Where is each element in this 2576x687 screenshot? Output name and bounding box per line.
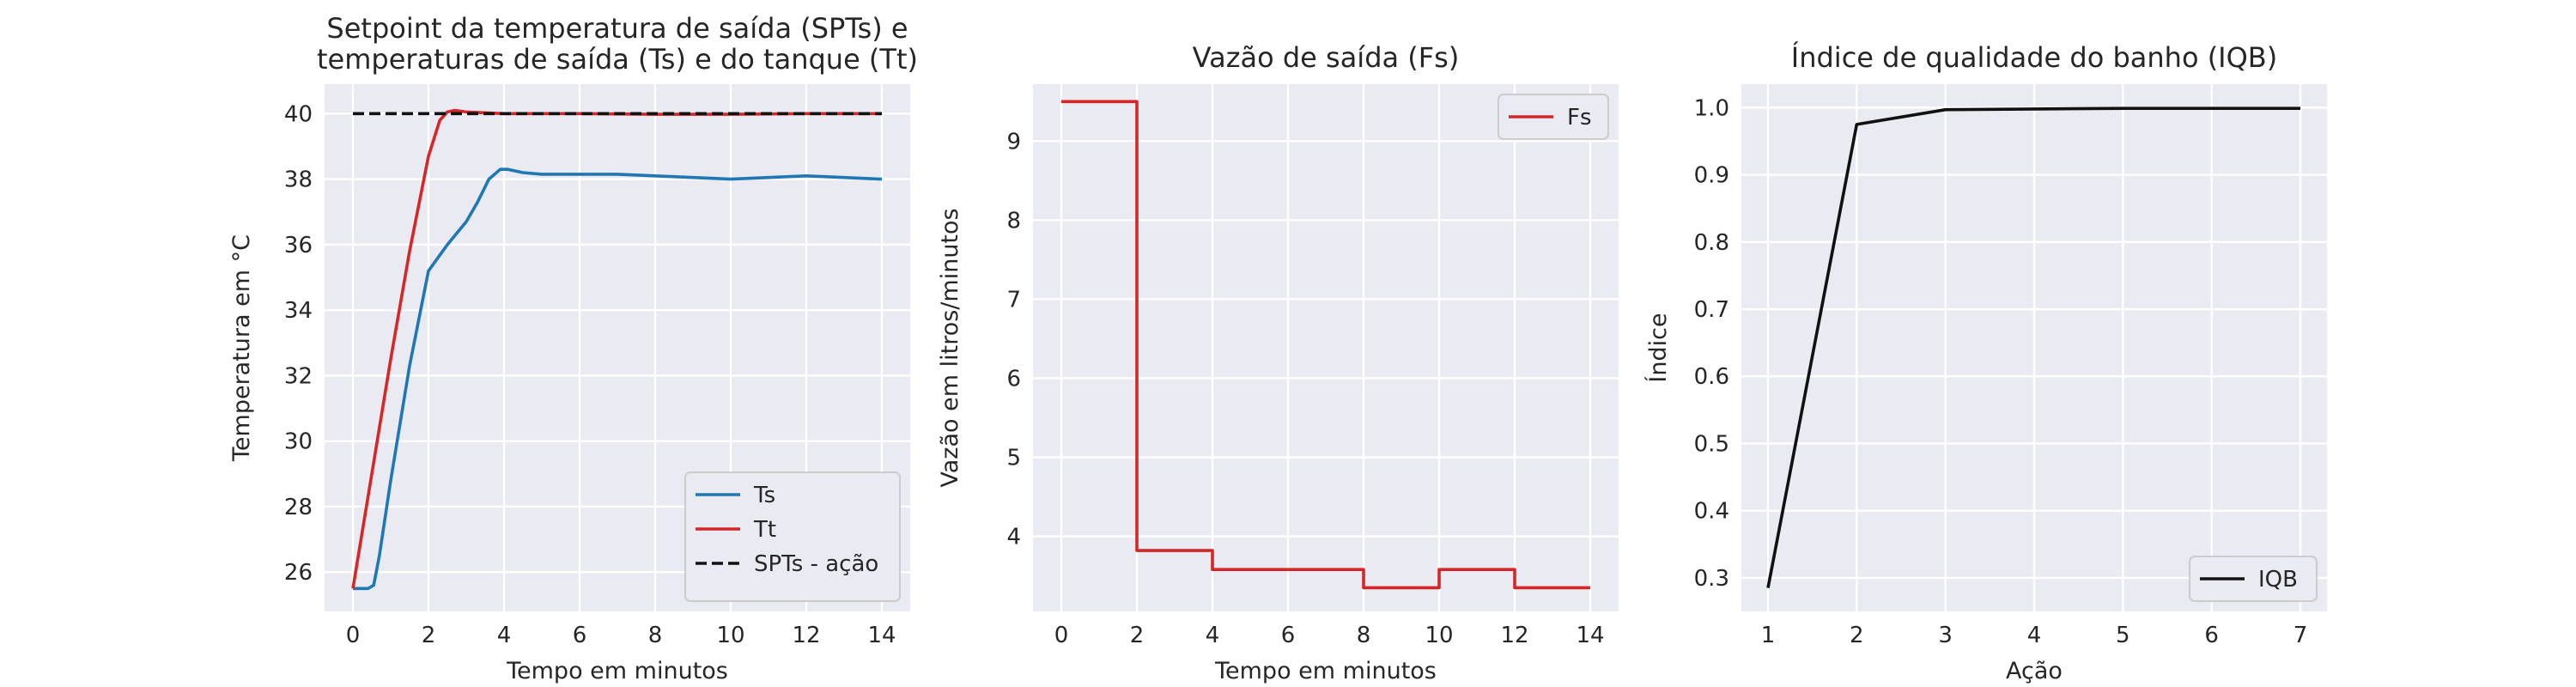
x-axis-label: Tempo em minutos [1214,658,1437,684]
x-tick-label: 0 [346,623,361,648]
legend: IQB [2189,556,2318,602]
chart-title: Vazão de saída (Fs) [1193,41,1460,74]
x-tick-label: 12 [792,623,820,648]
chart-title: Índice de qualidade do banho (IQB) [1791,41,2277,74]
x-tick-label: 4 [1206,623,1220,648]
series-line-fs [1061,100,1590,590]
y-axis-label: Índice [1644,313,1672,382]
series-line-ts [353,167,883,591]
x-tick-label: 4 [497,623,512,648]
x-tick-label: 2 [422,623,436,648]
y-tick-label: 0.3 [1694,566,1729,592]
y-tick-label: 26 [284,560,313,586]
x-tick-label: 4 [2027,623,2042,648]
temperature-chart: 0 2 4 6 8 10 12 14 26 28 30 32 34 36 38 40 Setpoint da t… [228,12,918,684]
x-tick-label: 3 [1938,623,1953,648]
chart-title: temperaturas de saída (Ts) e do tanque (… [317,43,918,76]
y-tick-label: 34 [284,298,313,324]
legend-entry: IQB [2258,567,2298,593]
x-tick-label: 12 [1500,623,1528,648]
x-tick-label: 0 [1054,623,1069,648]
x-tick-label: 14 [1576,623,1604,648]
x-tick-label: 10 [716,623,744,648]
legend-box [684,471,901,602]
bath-quality-chart: 1 2 3 4 5 6 7 0.3 0.4 0.5 0.6 0.7 0.8 0.9 1.0 Índice de… [1644,41,2327,684]
legend-entry: Tt [753,517,776,543]
y-tick-label: 6 [1006,366,1021,392]
x-axis-label: Ação [2006,658,2063,684]
x-tick-label: 10 [1425,623,1453,648]
x-tick-label: 2 [1850,623,1864,648]
x-tick-label: 6 [2204,623,2219,648]
outflow-chart: 0 2 4 6 8 10 12 14 4 5 6 7 8 9 Vazão de saída (Fs) Temp… [937,41,1619,684]
series-line-iqb [1766,106,2300,588]
x-tick-label: 1 [1761,623,1776,648]
chart-title: Setpoint da temperatura de saída (SPTs) … [326,12,908,45]
y-tick-label: 0.5 [1694,431,1729,457]
y-tick-label: 0.6 [1694,364,1729,390]
x-axis-label: Tempo em minutos [506,658,728,684]
legend: Ts Tt SPTs - ação [684,471,901,602]
y-tick-label: 0.7 [1694,297,1729,323]
legend-entry: Fs [1567,105,1592,131]
x-tick-label: 6 [573,623,587,648]
y-tick-label: 38 [284,167,313,193]
y-axis-label: Vazão em litros/minutos [937,208,963,487]
x-tick-label: 2 [1130,623,1145,648]
x-tick-label: 6 [1281,623,1296,648]
x-tick-label: 5 [2116,623,2130,648]
y-tick-label: 30 [284,429,313,455]
y-tick-label: 0.9 [1694,163,1729,189]
y-tick-label: 7 [1006,287,1021,313]
y-tick-label: 0.4 [1694,499,1729,525]
x-tick-label: 14 [867,623,896,648]
y-tick-label: 0.8 [1694,230,1729,256]
y-tick-label: 5 [1006,445,1021,471]
plot-area [1033,84,1619,611]
y-tick-label: 9 [1006,129,1021,155]
legend-entry: SPTs - ação [754,551,878,577]
y-tick-label: 8 [1006,208,1021,234]
x-tick-label: 8 [648,623,663,648]
y-tick-label: 36 [284,233,313,258]
y-tick-label: 4 [1006,525,1021,550]
y-tick-label: 32 [284,363,313,389]
legend-box [2189,556,2318,602]
y-tick-label: 40 [284,101,313,127]
x-tick-label: 7 [2293,623,2308,648]
y-tick-label: 28 [284,495,313,520]
x-tick-label: 8 [1357,623,1371,648]
legend: Fs [1498,94,1609,140]
y-tick-label: 1.0 [1694,95,1729,121]
legend-entry: Ts [753,483,775,508]
y-axis-label: Temperatura em °C [228,234,255,462]
